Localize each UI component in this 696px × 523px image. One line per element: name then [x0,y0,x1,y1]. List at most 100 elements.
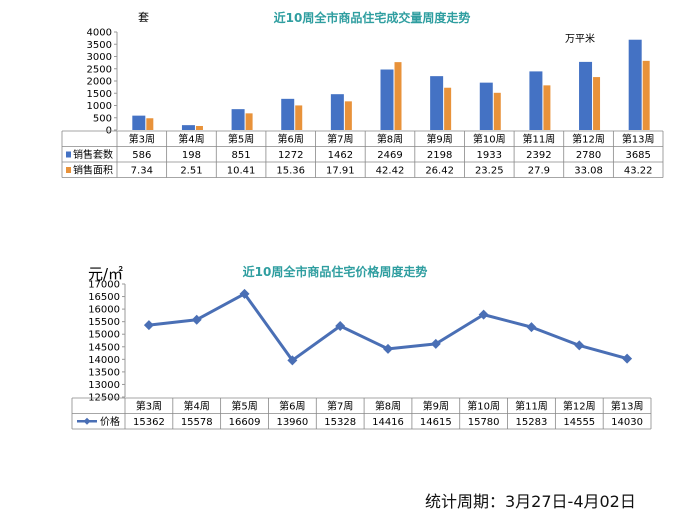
volume-y-tick-label: 3500 [87,40,112,51]
price-point [383,343,393,354]
volume-data-label: 2780 [576,150,601,161]
price-point [191,314,202,325]
statistics-period: 统计周期：3月27日-4月02日 [425,492,636,511]
price-data-label: 14416 [372,417,404,428]
volume-category-label: 第5周 [228,133,254,146]
bar-sales-units [330,94,344,130]
volume-category-label: 第7周 [327,133,353,146]
legend-swatch [66,151,71,158]
volume-data-label: 2198 [427,150,452,161]
volume-data-label: 15.36 [276,166,305,177]
price-category-label: 第8周 [375,400,401,413]
bar-sales-area [245,113,253,130]
price-y-unit: 元/㎡ [88,265,123,283]
volume-data-label: 27.9 [528,166,550,177]
price-y-tick-label: 15000 [88,330,120,341]
volume-category-label: 第10周 [473,133,506,146]
volume-data-label: 43.22 [624,166,653,177]
bar-sales-area [146,118,154,130]
volume-secondary-unit: 万平米 [565,32,595,45]
price-data-label: 15780 [468,417,500,428]
price-category-label: 第5周 [231,400,257,413]
volume-data-label: 198 [182,150,201,161]
volume-y-tick-label: 3000 [87,52,112,63]
bar-sales-units [181,125,195,130]
bar-sales-area [493,92,501,130]
volume-data-label: 2392 [526,150,551,161]
bar-sales-area [394,62,402,130]
legend-swatch [66,167,71,173]
volume-y-tick-label: 2500 [87,64,112,75]
volume-data-label: 42.42 [376,166,405,177]
price-point [478,309,489,320]
volume-data-label: 26.42 [425,166,454,177]
volume-data-label: 23.25 [475,166,504,177]
bar-sales-units [479,82,493,130]
volume-data-label: 1462 [328,150,353,161]
price-data-label: 15578 [181,417,213,428]
price-data-label: 13960 [276,417,308,428]
volume-category-label: 第3周 [129,133,155,146]
bar-sales-area [444,87,452,130]
price-point [430,338,441,349]
price-point [574,340,585,351]
price-y-tick-label: 14000 [88,355,120,366]
price-category-label: 第13周 [611,400,644,413]
volume-data-label: 2469 [377,150,402,161]
volume-data-label: 851 [232,150,251,161]
bar-sales-units [529,71,543,130]
bar-sales-units [231,109,245,130]
bar-sales-units [132,115,146,130]
bar-sales-area [344,101,352,130]
price-point [526,322,537,333]
volume-category-label: 第6周 [278,133,304,146]
volume-y-tick-label: 2000 [87,77,112,88]
bar-sales-units [430,76,444,130]
volume-category-label: 第9周 [426,133,452,146]
bar-sales-area [295,105,303,130]
price-series-name: 价格 [100,415,120,428]
volume-series-name: 销售面积 [73,164,113,177]
volume-y-tick-label: 500 [93,113,112,124]
volume-chart-title: 近10周全市商品住宅成交量周度走势 [274,10,471,25]
price-category-label: 第11周 [515,400,548,413]
price-y-tick-label: 13000 [88,380,120,391]
price-category-label: 第3周 [136,400,162,413]
volume-data-label: 10.41 [227,166,256,177]
bar-sales-units [281,98,295,130]
bar-sales-units [628,39,642,130]
price-point [622,353,633,364]
bar-sales-units [380,69,394,130]
price-category-label: 第4周 [184,400,210,413]
price-data-label: 14030 [611,417,643,428]
volume-data-label: 3685 [625,150,650,161]
volume-chart: 近10周全市商品住宅成交量周度走势套万平米0500100015002000250… [61,10,664,178]
volume-y-tick-label: 1500 [87,89,112,100]
price-y-tick-label: 16000 [88,305,120,316]
price-category-label: 第6周 [279,400,305,413]
volume-y-tick-label: 4000 [87,28,112,39]
volume-data-label: 2.51 [180,166,202,177]
price-data-label: 14555 [563,417,595,428]
volume-category-label: 第13周 [622,133,655,146]
price-data-label: 15283 [516,417,548,428]
volume-data-label: 33.08 [574,166,603,177]
bar-sales-area [642,60,650,130]
price-point [239,288,250,299]
legend-marker [83,417,91,425]
price-chart-title: 近10周全市商品住宅价格周度走势 [243,264,428,279]
price-point [143,320,154,331]
price-point [335,320,346,331]
volume-data-label: 586 [132,150,151,161]
price-y-tick-label: 17000 [88,280,120,291]
bar-sales-area [593,77,601,130]
price-y-tick-label: 15500 [88,317,120,328]
price-y-tick-label: 16500 [88,292,120,303]
volume-data-label: 7.34 [131,166,153,177]
bar-sales-units [579,61,593,130]
volume-series-name: 销售套数 [73,148,113,161]
price-category-label: 第9周 [423,400,449,413]
price-chart: 近10周全市商品住宅价格周度走势元/㎡125001300013500140001… [71,264,652,430]
volume-y-tick-label: 1000 [87,101,112,112]
volume-category-label: 第12周 [572,133,605,146]
